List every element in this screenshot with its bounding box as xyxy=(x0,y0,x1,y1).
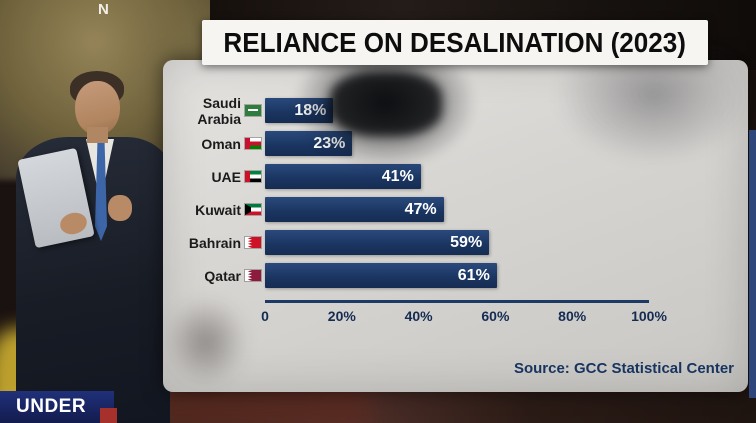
bar-saudi-arabia: 18% xyxy=(265,98,334,123)
bar-kuwait: 47% xyxy=(265,197,444,222)
chart-row: Kuwait 47% xyxy=(171,193,740,226)
uae-flag-icon xyxy=(245,171,261,182)
x-tick-label: 0 xyxy=(261,308,269,324)
bar-oman: 23% xyxy=(265,131,353,156)
category-label: Kuwait xyxy=(195,201,241,218)
x-tick-label: 80% xyxy=(558,308,587,324)
bar-value-label: 47% xyxy=(404,200,437,218)
bahrain-flag-icon xyxy=(245,237,261,248)
qatar-flag-icon xyxy=(245,270,261,281)
bar-chart-rows: Saudi Arabia 18% Oman 23% UAE 41% Kuwait 47% Bah… xyxy=(171,94,740,292)
category-label: Saudi Arabia xyxy=(197,94,241,127)
bar-track: 59% xyxy=(265,230,645,255)
chart-row: Saudi Arabia 18% xyxy=(171,94,740,127)
presenter-neck xyxy=(87,127,108,143)
bar-qatar: 61% xyxy=(265,263,497,288)
bar-track: 41% xyxy=(265,164,645,189)
chart-row: Qatar 61% xyxy=(171,259,740,292)
bar-track: 61% xyxy=(265,263,645,288)
lower-third-banner: UNDER xyxy=(0,391,114,423)
x-tick-label: 60% xyxy=(481,308,510,324)
category-label: UAE xyxy=(211,168,241,185)
chart-title: RELIANCE ON DESALINATION (2023) xyxy=(223,26,687,58)
chart-panel: Saudi Arabia 18% Oman 23% UAE 41% Kuwait 47% Bah… xyxy=(163,60,748,392)
bar-value-label: 23% xyxy=(313,134,346,152)
screen-edge-strip xyxy=(749,130,756,398)
x-tick-label: 40% xyxy=(404,308,433,324)
chart-source: Source: GCC Statistical Center xyxy=(513,360,734,377)
bar-value-label: 61% xyxy=(457,266,490,284)
x-axis-ticks: 0 20% 40% 60% 80% 100% xyxy=(261,308,667,326)
lower-third-label: UNDER xyxy=(16,396,87,417)
x-tick-label: 20% xyxy=(327,308,356,324)
bar-uae: 41% xyxy=(265,164,421,189)
saudi-arabia-flag-icon xyxy=(245,105,261,116)
chart-row: Bahrain 59% xyxy=(171,226,740,259)
category-label: Qatar xyxy=(204,267,241,284)
category-label: Oman xyxy=(201,135,241,152)
bar-track: 47% xyxy=(265,197,645,222)
bar-value-label: 41% xyxy=(381,167,414,185)
lower-third-accent xyxy=(100,408,117,423)
presenter-photo xyxy=(10,55,182,423)
bar-bahrain: 59% xyxy=(265,230,490,255)
x-axis-line xyxy=(265,300,649,303)
x-tick-label: 100% xyxy=(631,308,667,324)
chart-row: UAE 41% xyxy=(171,160,740,193)
bar-track: 18% xyxy=(265,98,645,123)
category-label: Bahrain xyxy=(188,234,241,251)
channel-watermark: N xyxy=(98,1,109,18)
chart-row: Oman 23% xyxy=(171,127,740,160)
bar-value-label: 18% xyxy=(294,101,327,119)
chart-title-banner: RELIANCE ON DESALINATION (2023) xyxy=(202,20,708,65)
bar-track: 23% xyxy=(265,131,645,156)
kuwait-flag-icon xyxy=(245,204,261,215)
bar-value-label: 59% xyxy=(450,233,483,251)
oman-flag-icon xyxy=(245,138,261,149)
presenter-hand xyxy=(108,195,132,221)
